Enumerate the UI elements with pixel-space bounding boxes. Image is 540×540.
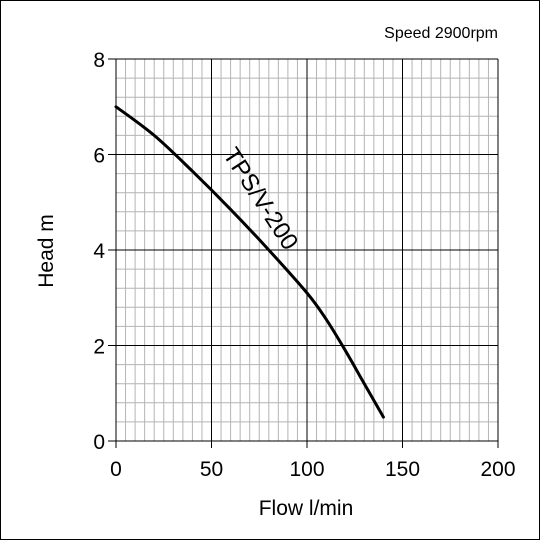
speed-annotation: Speed 2900rpm: [384, 25, 498, 42]
x-tick-label: 200: [480, 458, 515, 481]
x-tick-labels: 0 50 100 150 200: [110, 458, 515, 481]
x-tick-label: 100: [289, 458, 324, 481]
y-tick-label: 4: [93, 240, 105, 263]
x-tick-label: 0: [110, 458, 122, 481]
y-tick-label: 2: [93, 336, 105, 359]
y-tick-label: 8: [93, 49, 105, 72]
y-tick-label: 6: [93, 145, 105, 168]
x-tick-label: 150: [385, 458, 420, 481]
x-tick-label: 50: [200, 458, 223, 481]
y-tick-labels: 0 2 4 6 8: [93, 49, 105, 454]
performance-curve: [114, 105, 385, 419]
x-axis-title: Flow l/min: [259, 497, 354, 520]
y-tick-label: 0: [93, 431, 105, 454]
axis-ticks: [108, 58, 499, 448]
y-axis-title: Head m: [35, 214, 58, 288]
